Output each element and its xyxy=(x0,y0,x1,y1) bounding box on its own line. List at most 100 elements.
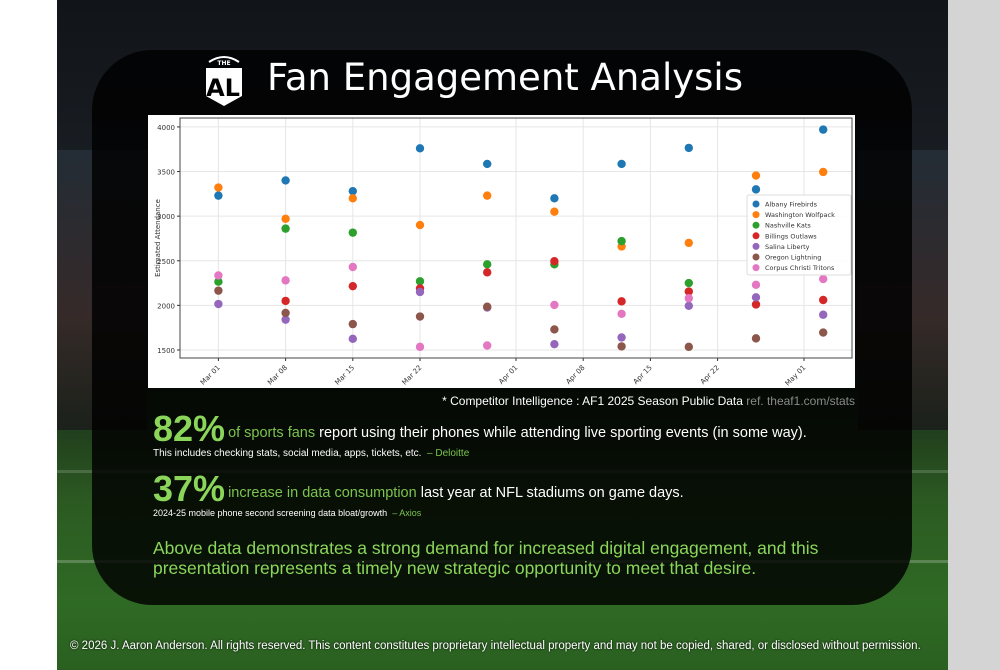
legend-box xyxy=(746,194,852,276)
data-point xyxy=(550,194,559,203)
y-tick-label: 2000 xyxy=(157,302,175,310)
data-point xyxy=(483,268,492,277)
stat-2-sub: 2024-25 mobile phone second screening da… xyxy=(153,508,421,518)
y-tick-label: 1500 xyxy=(157,347,175,355)
attendance-chart: 1500 2000 2500 3000 3500 4000 Mar 01 Mar 08 Mar … xyxy=(148,115,855,388)
data-point xyxy=(483,260,492,269)
data-point xyxy=(214,299,223,309)
source-note-text: * Competitor Intelligence : AF1 2025 Sea… xyxy=(442,394,743,408)
source-ref-link[interactable]: ref. theaf1.com/stats xyxy=(746,394,855,408)
legend-label: Albany Firebirds xyxy=(765,201,818,209)
data-point xyxy=(550,339,559,349)
legend-label: Nashville Kats xyxy=(765,222,811,230)
legend-marker xyxy=(752,253,760,261)
data-point xyxy=(348,281,357,291)
data-point xyxy=(819,125,828,134)
data-point xyxy=(684,278,693,288)
stat-sub-text: This includes checking stats, social med… xyxy=(153,448,422,459)
legend-marker xyxy=(752,211,760,219)
legend-marker xyxy=(752,221,760,229)
data-point xyxy=(214,277,223,286)
data-point xyxy=(415,144,425,153)
data-point xyxy=(214,183,223,192)
data-point xyxy=(214,191,223,200)
data-point xyxy=(348,262,357,272)
data-point xyxy=(751,334,761,343)
data-point xyxy=(751,300,761,309)
stat-source: – Deloitte xyxy=(427,448,470,459)
x-tick-label: Mar 22 xyxy=(401,364,424,387)
legend-label: Oregon Lightning xyxy=(765,254,821,262)
data-point xyxy=(550,300,559,310)
stat-text: report using their phones while attendin… xyxy=(315,425,807,441)
data-point xyxy=(281,296,290,306)
scatter-plot: 1500 2000 2500 3000 3500 4000 Mar 01 Mar 08 Mar … xyxy=(154,117,853,388)
data-point xyxy=(819,167,828,177)
legend-label: Salina Liberty xyxy=(765,243,810,251)
legend-label: Washington Wolfpack xyxy=(765,211,835,219)
data-point xyxy=(348,319,357,329)
legend-label: Billings Outlaws xyxy=(765,232,817,240)
data-point xyxy=(483,191,492,200)
data-point xyxy=(483,341,492,350)
data-point xyxy=(281,224,290,233)
x-tick-label: Apr 15 xyxy=(632,364,654,386)
x-tick-label: Mar 15 xyxy=(333,364,356,387)
data-point xyxy=(684,294,693,303)
data-point xyxy=(281,176,290,185)
stat-highlight: increase in data consumption xyxy=(228,485,417,501)
data-point xyxy=(214,286,223,295)
legend-marker xyxy=(752,200,760,208)
page-title: Fan Engagement Analysis xyxy=(267,56,743,99)
data-point xyxy=(751,171,761,180)
y-tick-label: 3500 xyxy=(157,169,175,177)
data-point xyxy=(617,159,626,169)
x-tick-label: May 01 xyxy=(784,364,808,388)
data-point xyxy=(819,274,828,284)
data-point xyxy=(415,220,425,230)
stat-source: – Axios xyxy=(392,508,422,518)
legend-marker xyxy=(752,242,760,250)
data-point xyxy=(415,342,425,352)
data-point xyxy=(348,334,357,344)
x-tick-label: Mar 08 xyxy=(266,364,289,387)
slide: THE AL Fan Engagement Analysis 1500 2000 2… xyxy=(57,0,948,670)
stat-highlight: of sports fans xyxy=(228,425,316,441)
x-tick-label: Apr 08 xyxy=(565,364,587,386)
data-point xyxy=(348,186,357,196)
svg-text:THE: THE xyxy=(217,60,230,67)
stat-value: 37% xyxy=(153,468,226,509)
data-point xyxy=(348,194,357,203)
data-point xyxy=(751,185,761,194)
x-tick-label: Mar 01 xyxy=(199,364,222,387)
stat-value: 82% xyxy=(153,408,226,449)
right-margin xyxy=(948,0,1000,670)
plot-frame xyxy=(179,117,853,359)
y-tick-label: 2500 xyxy=(157,258,175,266)
stat-sub-text: 2024-25 mobile phone second screening da… xyxy=(153,508,388,518)
copyright-footer: © 2026 J. Aaron Anderson. All rights res… xyxy=(70,640,921,652)
data-point xyxy=(617,309,626,319)
data-point xyxy=(684,287,693,296)
y-axis-label: Estimated Attendance xyxy=(154,199,162,277)
data-point xyxy=(550,325,559,334)
summary-text: Above data demonstrates a strong demand … xyxy=(153,538,819,578)
data-point xyxy=(617,236,626,246)
data-point xyxy=(483,159,492,169)
data-point xyxy=(617,297,626,306)
data-point xyxy=(684,238,693,248)
data-point xyxy=(281,276,290,285)
legend-label: Corpus Christi Tritons xyxy=(765,264,835,272)
data-point xyxy=(415,277,425,286)
data-point xyxy=(281,308,290,318)
al-logo: THE AL xyxy=(206,56,242,106)
stat-2: 37% increase in data consumption last yea… xyxy=(153,468,684,510)
data-point xyxy=(684,301,693,311)
y-tick-label: 4000 xyxy=(157,124,175,132)
data-point xyxy=(281,315,290,324)
data-point xyxy=(550,207,559,216)
legend-marker xyxy=(752,264,760,272)
data-point xyxy=(751,293,761,302)
data-point xyxy=(819,295,828,305)
data-point xyxy=(819,310,828,319)
